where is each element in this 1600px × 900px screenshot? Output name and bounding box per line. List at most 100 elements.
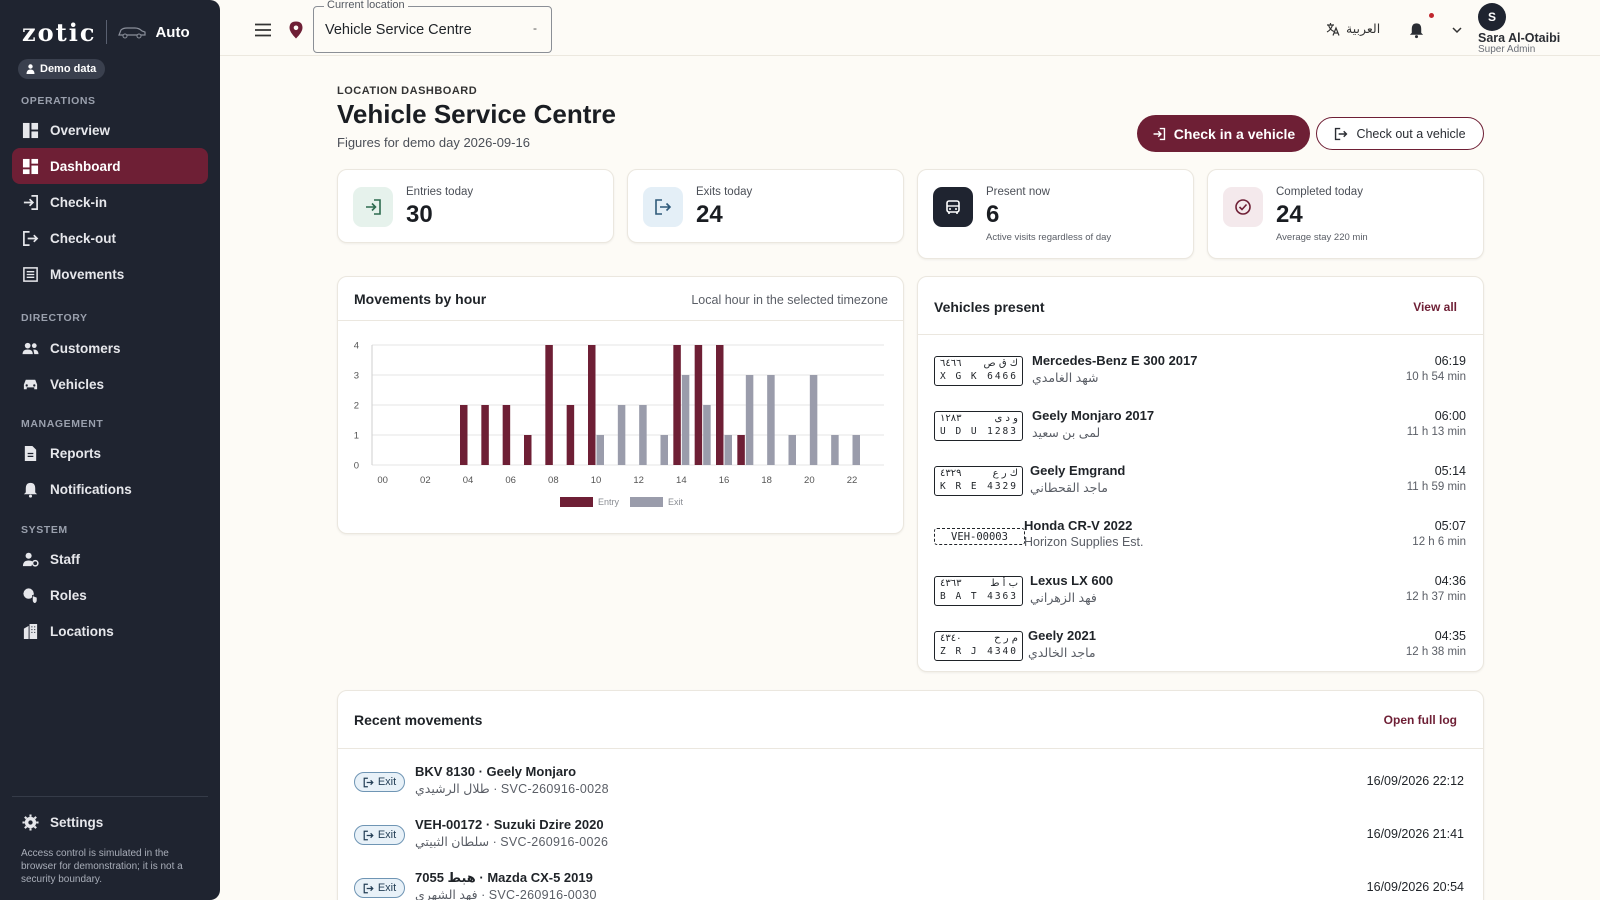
sidebar-item-check-in[interactable]: Check-in <box>12 184 208 220</box>
location-select[interactable]: Current location Vehicle Service Centre … <box>313 0 552 53</box>
vehicle-row[interactable]: ٤٣٦٣ ب أ ط B A T 4363 Lexus LX 600 فهد الز… <box>934 573 1466 627</box>
sidebar-divider <box>12 796 208 797</box>
plate-text: VEH-00003 <box>951 530 1008 543</box>
movement-kind: Exit <box>377 829 397 841</box>
brand-logo: zotic <box>22 17 97 47</box>
sidebar-item-notifications[interactable]: Notifications <box>12 471 208 507</box>
vehicle-row[interactable]: ١٢٨٣ و د ى U D U 1283 Geely Monjaro 2017 ل… <box>934 408 1466 462</box>
building-icon <box>23 623 38 639</box>
x-tick-label: 16 <box>719 475 730 486</box>
legend-swatch <box>560 497 593 507</box>
x-tick-label: 18 <box>761 475 772 486</box>
stat-card-entries: Entries today 30 <box>337 169 614 243</box>
sidebar-item-label: Check-out <box>50 230 117 246</box>
entry-bar <box>737 435 745 465</box>
brand-product: Auto <box>155 23 190 41</box>
sidebar-item-reports[interactable]: Reports <box>12 435 208 471</box>
hamburger-icon <box>255 23 271 37</box>
sidebar-item-movements[interactable]: Movements <box>12 256 208 292</box>
vehicles-present-title: Vehicles present <box>934 299 1045 315</box>
stat-card-present: Present now 6 Active visits regardless o… <box>917 169 1194 259</box>
sidebar-item-vehicles[interactable]: Vehicles <box>12 366 208 402</box>
vehicle-duration: 11 h 59 min <box>1406 481 1466 493</box>
sidebar-item-check-out[interactable]: Check-out <box>12 220 208 256</box>
legend-label: Exit <box>668 497 684 507</box>
y-tick-label: 0 <box>354 461 359 472</box>
plate-en-digits: 4340 <box>987 646 1018 657</box>
vehicle-row[interactable]: VEH-00003 Honda CR-V 2022 Horizon Supplie… <box>934 518 1466 572</box>
stat-label: Entries today <box>406 186 474 198</box>
stat-value: 30 <box>406 201 433 228</box>
logout-icon <box>363 830 374 840</box>
vehicle-checkin-time: 05:07 <box>1434 519 1466 533</box>
y-tick-label: 2 <box>354 401 359 412</box>
exit-bar <box>809 375 818 465</box>
stat-note: Average stay 220 min <box>1276 232 1368 243</box>
sidebar-item-settings[interactable]: Settings <box>12 804 208 840</box>
exit-bar <box>788 435 796 465</box>
movement-time: 16/09/2026 22:12 <box>1366 774 1464 788</box>
entry-bar <box>460 405 468 465</box>
exit-bar <box>617 405 626 465</box>
user-menu-toggle[interactable] <box>1450 23 1464 37</box>
plate-en-digits: 4329 <box>987 481 1018 492</box>
notifications-button[interactable] <box>1406 20 1426 40</box>
avatar[interactable]: S <box>1478 3 1506 31</box>
bell-icon <box>23 482 38 498</box>
plate-en-letters: K R E <box>940 481 979 492</box>
page-eyebrow: LOCATION DASHBOARD <box>337 85 478 97</box>
access-control-note: Access control is simulated in the brows… <box>21 848 183 885</box>
top-bar <box>220 0 1600 56</box>
movement-subtitle: فهد الشهري · SVC-260916-0030 <box>415 888 597 900</box>
movement-title: BKV 8130 · Geely Monjaro <box>415 764 577 779</box>
card-header: Vehicles present View all <box>918 277 1483 335</box>
vehicle-row[interactable]: ٤٣٢٩ ك ر ع K R E 4329 Geely Emgrand ماجد ا… <box>934 463 1466 517</box>
entry-bar <box>694 345 703 465</box>
view-all-link[interactable]: View all <box>1413 300 1457 314</box>
menu-button[interactable] <box>252 20 274 40</box>
plate-en-letters: Z R J <box>940 646 979 657</box>
movement-subtitle: سلطان الثبيتي · SVC-260916-0026 <box>415 835 609 849</box>
plate-badge: ٤٣٦٣ ب أ ط B A T 4363 <box>934 576 1023 606</box>
x-tick-label: 14 <box>676 475 687 486</box>
logout-icon <box>1335 127 1348 140</box>
language-switch[interactable]: العربية <box>1326 21 1380 36</box>
vehicle-row[interactable]: ٤٣٤٠ م ر ح Z R J 4340 Geely 2021 ماجد الخا… <box>934 628 1466 682</box>
sidebar-item-customers[interactable]: Customers <box>12 330 208 366</box>
sidebar-item-dashboard[interactable]: Dashboard <box>12 148 208 184</box>
card-header: Movements by hour Local hour in the sele… <box>338 277 903 321</box>
sidebar-item-label: Staff <box>50 551 80 567</box>
legend-label: Entry <box>598 497 620 507</box>
stat-label: Present now <box>986 186 1050 198</box>
brand[interactable]: zotic Auto <box>22 17 190 47</box>
sidebar-item-roles[interactable]: Roles <box>12 577 208 613</box>
dropdown-caret-icon: - <box>533 21 537 35</box>
stat-value: 24 <box>1276 201 1303 228</box>
vehicle-duration: 12 h 6 min <box>1412 536 1466 548</box>
brand-divider <box>106 20 108 44</box>
movement-time: 16/09/2026 20:54 <box>1366 880 1464 894</box>
plate-ar-digits: ٤٣٦٣ <box>940 578 962 589</box>
check-out-vehicle-label: Check out a vehicle <box>1356 126 1466 141</box>
user-role: Super Admin <box>1478 44 1536 55</box>
sidebar-item-locations[interactable]: Locations <box>12 613 208 649</box>
stat-card-exits: Exits today 24 <box>627 169 904 243</box>
open-full-log-link[interactable]: Open full log <box>1383 713 1457 727</box>
exit-bar <box>703 405 711 465</box>
car-front-icon <box>933 187 973 227</box>
vehicle-checkin-time: 06:00 <box>1434 409 1466 423</box>
unread-dot <box>1429 13 1434 18</box>
sidebar-item-staff[interactable]: Staff <box>12 541 208 577</box>
movement-row[interactable]: Exit VEH-00172 · Suzuki Dzire 2020 سلطان… <box>354 817 1464 869</box>
vehicle-duration: 10 h 54 min <box>1405 371 1466 383</box>
sidebar-item-overview[interactable]: Overview <box>12 112 208 148</box>
vehicle-name: Honda CR-V 2022 <box>1024 518 1133 533</box>
exit-bar <box>596 435 604 465</box>
vehicle-row[interactable]: ٦٤٦٦ ك ق ص X G K 6466 Mercedes-Benz E 300 … <box>934 353 1466 407</box>
check-in-vehicle-button[interactable]: Check in a vehicle <box>1137 115 1310 152</box>
sidebar-item-label: Locations <box>50 623 114 639</box>
movement-row[interactable]: Exit BKV 8130 · Geely Monjaro طلال الرشي… <box>354 764 1464 816</box>
movement-row[interactable]: Exit 7055 هبط · Mazda CX-5 2019 فهد الشه… <box>354 870 1464 900</box>
check-out-vehicle-button[interactable]: Check out a vehicle <box>1316 117 1484 150</box>
